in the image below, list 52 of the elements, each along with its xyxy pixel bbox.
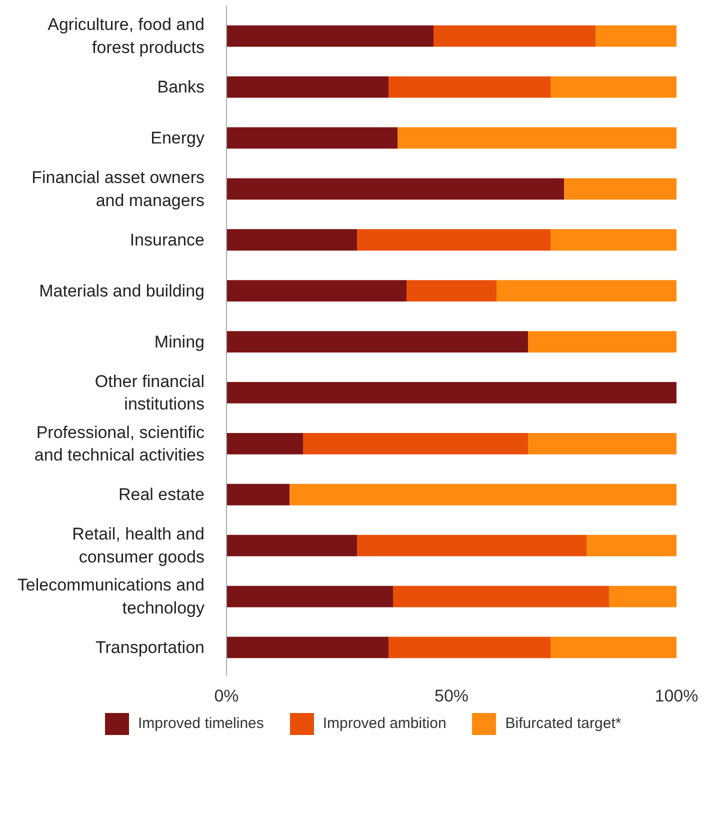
bar (388, 76, 550, 98)
bar (226, 586, 393, 608)
bar (226, 484, 290, 506)
y-tick-label: Materials and building (39, 281, 205, 300)
y-tick-label: Agriculture, food and forest products (48, 15, 205, 57)
y-tick-label: Other financial institutions (94, 372, 205, 414)
legend-label: Improved ambition (322, 714, 446, 734)
bar (290, 484, 676, 506)
x-tick-label: 0% (214, 686, 239, 706)
bar (406, 280, 496, 302)
bar (528, 432, 676, 454)
bar (550, 229, 676, 251)
bar (357, 229, 550, 251)
y-tick-label: Telecommunications and technology (17, 576, 205, 618)
bar (609, 586, 676, 608)
y-tick-label: Mining (154, 332, 205, 352)
bar (226, 76, 388, 98)
y-tick-label: Real estate (118, 485, 205, 504)
x-tick-label: 50% (434, 686, 469, 706)
y-tick-label: Financial asset owners and managers (32, 168, 205, 210)
bar (226, 280, 406, 302)
bar (357, 534, 586, 556)
bar (226, 382, 676, 404)
y-tick-label: Energy (150, 128, 205, 148)
y-tick-label: Retail, health and consumer goods (72, 524, 205, 566)
bar (586, 534, 676, 556)
bar (393, 586, 609, 608)
y-tick-label: Insurance (130, 230, 205, 250)
bar (226, 636, 388, 658)
legend-label: Improved timelines (138, 714, 264, 734)
bar (596, 25, 676, 47)
bar (226, 178, 564, 200)
bar (496, 280, 676, 302)
bar (226, 127, 398, 149)
y-tick-label: Professional, scientific and technical activities (34, 422, 205, 465)
bar (434, 25, 596, 47)
bar (226, 432, 303, 454)
bar (528, 331, 676, 352)
x-tick-label: 100% (654, 686, 698, 706)
y-tick-label: Banks (157, 78, 204, 97)
bar (303, 432, 528, 454)
bar (550, 76, 676, 98)
bar (226, 331, 528, 352)
bar (226, 25, 434, 47)
bar (564, 178, 676, 200)
bar (226, 229, 357, 251)
bar (388, 636, 550, 658)
legend-label: Bifurcated target* (505, 714, 622, 734)
bar (398, 127, 676, 149)
y-tick-label: Transportation (96, 638, 205, 657)
bar (550, 636, 676, 658)
bar (226, 534, 357, 556)
